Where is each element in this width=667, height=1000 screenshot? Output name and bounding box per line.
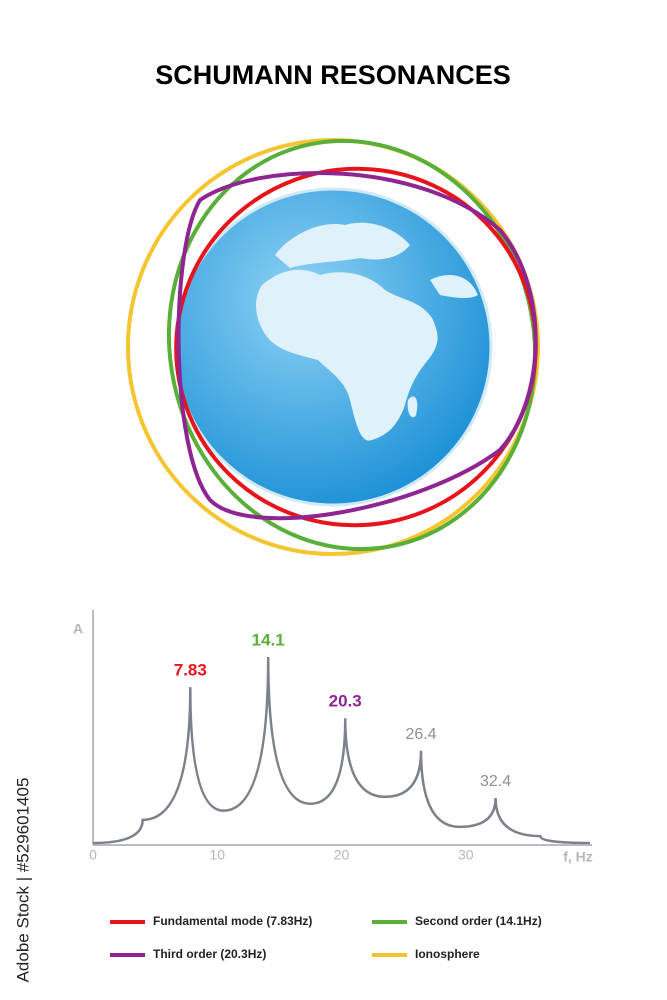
peak-label: 20.3 — [329, 692, 362, 711]
y-axis-label: A — [73, 621, 83, 637]
spectrum-chart: A f, Hz 0 10 20 30 7.83 14.1 20.3 26.4 32.4 — [73, 610, 593, 865]
x-axis-label: f, Hz — [563, 849, 593, 865]
resonance-rings — [126, 138, 540, 556]
x-tick-label: 10 — [209, 847, 225, 863]
globe — [173, 187, 493, 507]
x-tick-label: 0 — [89, 847, 97, 863]
x-tick-label: 30 — [458, 847, 474, 863]
peak-label: 26.4 — [405, 726, 436, 743]
third-order-ring — [176, 170, 538, 521]
fundamental-ring — [174, 166, 538, 528]
title: SCHUMANN RESONANCES — [155, 60, 511, 90]
peak-label: 32.4 — [480, 773, 511, 790]
x-tick-label: 20 — [334, 847, 350, 863]
legend-label: Second order (14.1Hz) — [415, 914, 542, 928]
watermark-id: Adobe Stock | #529601405 — [13, 778, 32, 983]
spectrum-line — [92, 657, 591, 845]
peak-label: 14.1 — [252, 631, 285, 650]
legend-label: Fundamental mode (7.83Hz) — [153, 914, 312, 928]
legend-label: Ionosphere — [415, 947, 480, 961]
peak-label: 7.83 — [174, 661, 207, 680]
continents — [256, 222, 478, 441]
legend-label: Third order (20.3Hz) — [153, 947, 266, 961]
